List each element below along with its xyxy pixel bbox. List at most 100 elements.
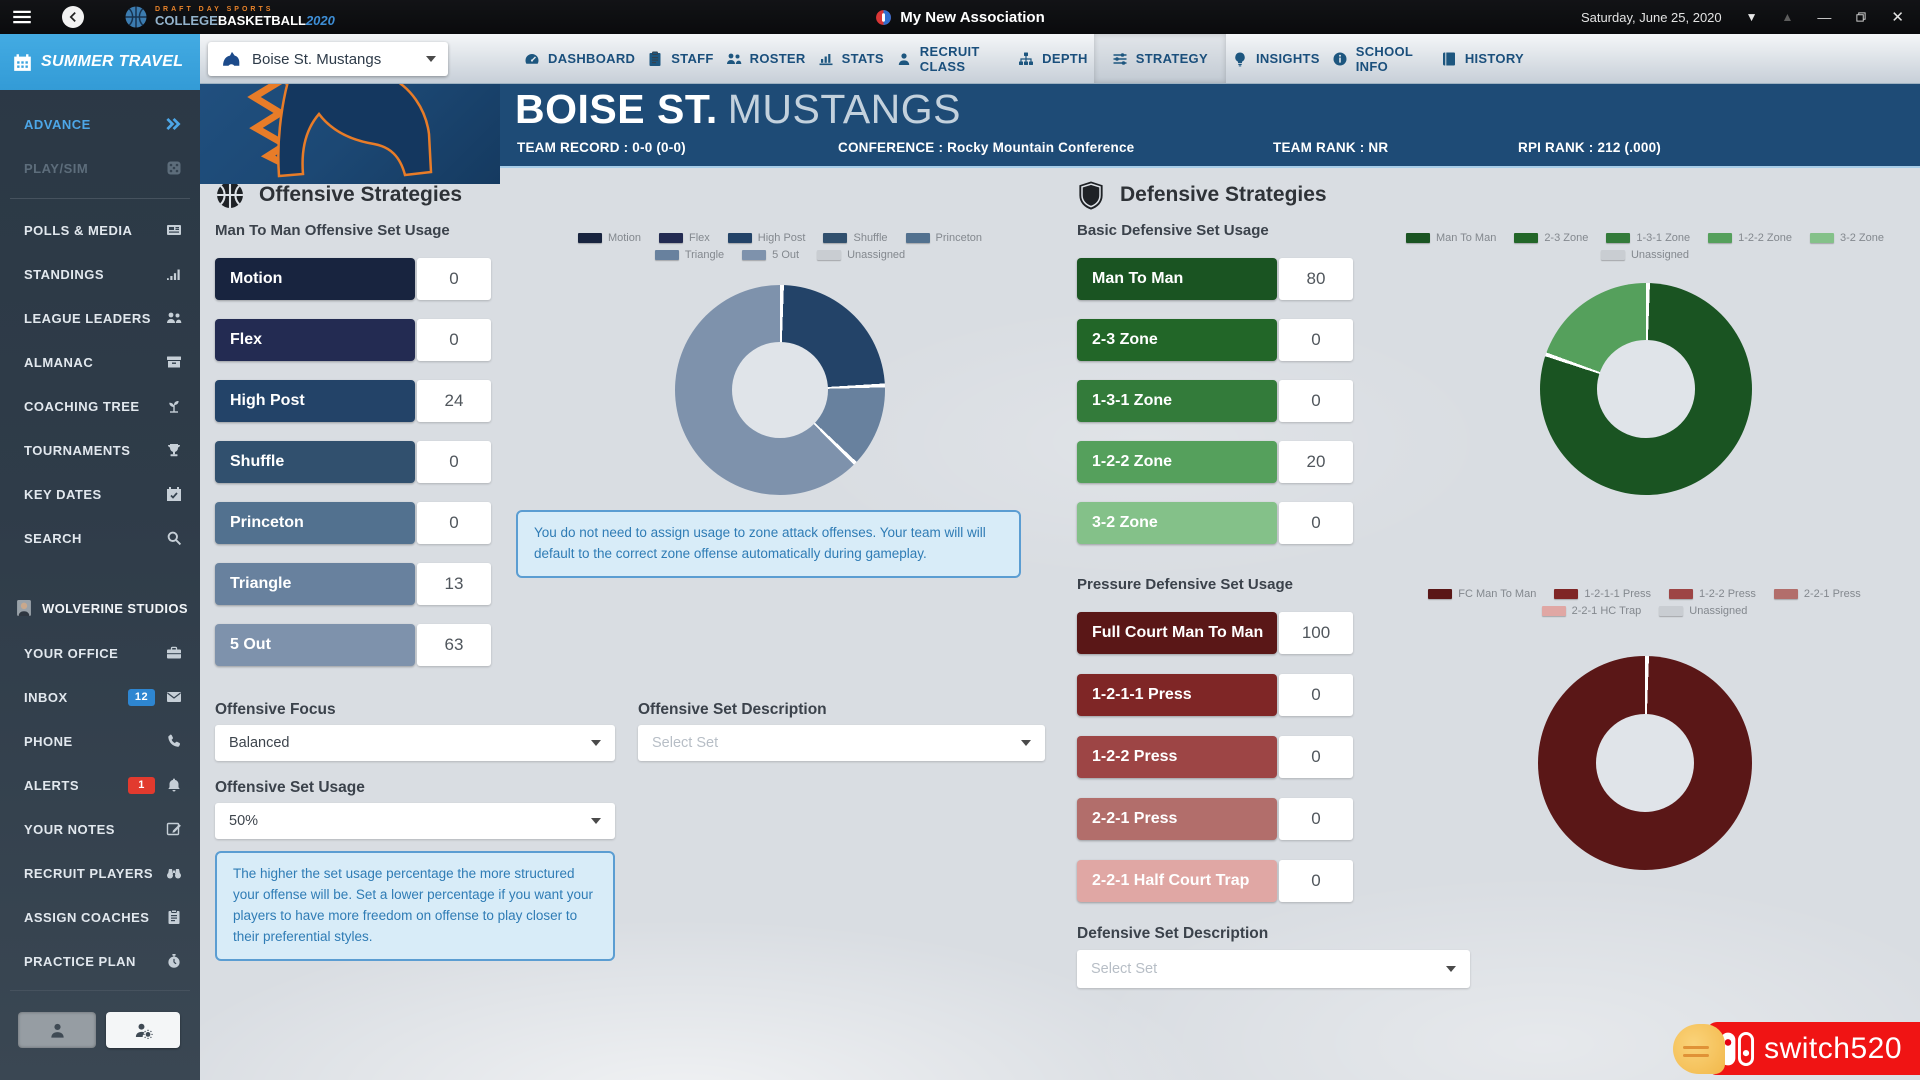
offense-5-out-button[interactable]: 5 Out: [215, 624, 415, 666]
sidebar-item-advance[interactable]: ADVANCE: [0, 102, 200, 146]
offense-triangle-value[interactable]: 13: [417, 563, 491, 605]
basic-defense-man-to-man-value[interactable]: 80: [1279, 258, 1353, 300]
basic-defense-1-2-2-zone-button[interactable]: 1-2-2 Zone: [1077, 441, 1277, 483]
paw-graphic: [1673, 1023, 1726, 1074]
pressure-defense-2-2-1-half-court-trap-button[interactable]: 2-2-1 Half Court Trap: [1077, 860, 1277, 902]
offense-5-out-value[interactable]: 63: [417, 624, 491, 666]
pressure-defense-1-2-1-1-press-button[interactable]: 1-2-1-1 Press: [1077, 674, 1277, 716]
hamburger-menu-icon[interactable]: [12, 7, 32, 27]
offensive-set-desc-dropdown[interactable]: Select Set: [638, 725, 1045, 761]
pressure-defense-full-court-man-to-man-button[interactable]: Full Court Man To Man: [1077, 612, 1277, 654]
offense-triangle-button[interactable]: Triangle: [215, 563, 415, 605]
sidebar-item-inbox[interactable]: INBOX 12: [0, 675, 200, 719]
legend-swatch: [1773, 589, 1798, 599]
sidebar-item-label: RECRUIT PLAYERS: [24, 865, 154, 881]
sidebar-item-standings[interactable]: STANDINGS: [0, 252, 200, 296]
offensive-set-desc-placeholder: Select Set: [652, 735, 719, 751]
restore-button[interactable]: [1855, 11, 1867, 23]
tab-depth[interactable]: DEPTH: [1012, 34, 1094, 83]
offense-set-rows: Motion 0 Flex 0 High Post 24 Shuffle 0 Princeton…: [215, 258, 491, 666]
sidebar-item-assign-coaches[interactable]: ASSIGN COACHES: [0, 895, 200, 939]
sidebar-item-league-leaders[interactable]: LEAGUE LEADERS: [0, 296, 200, 340]
caret-down-icon[interactable]: ▼: [1745, 10, 1758, 24]
coach-settings-button[interactable]: [106, 1012, 180, 1048]
sidebar-item-recruit-players[interactable]: RECRUIT PLAYERS: [0, 851, 200, 895]
pressure-defense-2-2-1-half-court-trap-value[interactable]: 0: [1279, 860, 1353, 902]
pressure-defense-1-2-1-1-press-value[interactable]: 0: [1279, 674, 1353, 716]
profile-button[interactable]: [18, 1012, 96, 1048]
defensive-set-desc-dropdown[interactable]: Select Set: [1077, 950, 1470, 988]
pressure-defense-2-2-1-press-button[interactable]: 2-2-1 Press: [1077, 798, 1277, 840]
offense-row-shuffle: Shuffle 0: [215, 441, 491, 483]
sidebar-item-practice-plan[interactable]: PRACTICE PLAN: [0, 939, 200, 983]
offense-princeton-value[interactable]: 0: [417, 502, 491, 544]
legend-item-1-2-2-zone: 1-2-2 Zone: [1708, 232, 1792, 244]
basic-defense-2-3-zone-button[interactable]: 2-3 Zone: [1077, 319, 1277, 361]
sidebar-item-coaching-tree[interactable]: COACHING TREE: [0, 384, 200, 428]
tab-recruit-class[interactable]: RECRUIT CLASS: [890, 34, 1012, 83]
sidebar-item-tournaments[interactable]: TOURNAMENTS: [0, 428, 200, 472]
offense-motion-value[interactable]: 0: [417, 258, 491, 300]
pressure-defense-1-2-2-press-value[interactable]: 0: [1279, 736, 1353, 778]
tab-dashboard[interactable]: DASHBOARD: [518, 34, 641, 83]
pressure-defense-full-court-man-to-man-value[interactable]: 100: [1279, 612, 1353, 654]
legend-swatch: [577, 233, 602, 243]
defense-section-title: Defensive Strategies: [1120, 183, 1327, 206]
sidebar-item-label: TOURNAMENTS: [24, 442, 131, 458]
basic-defense-3-2-zone-value[interactable]: 0: [1279, 502, 1353, 544]
chevron-down-icon: [426, 56, 436, 62]
basic-defense-3-2-zone-button[interactable]: 3-2 Zone: [1077, 502, 1277, 544]
basic-defense-1-2-2-zone-value[interactable]: 20: [1279, 441, 1353, 483]
offense-section-header: Offensive Strategies: [215, 180, 462, 210]
tab-insights[interactable]: INSIGHTS: [1226, 34, 1326, 83]
offense-high-post-value[interactable]: 24: [417, 380, 491, 422]
offensive-focus-dropdown[interactable]: Balanced: [215, 725, 615, 761]
sidebar-item-key-dates[interactable]: KEY DATES: [0, 472, 200, 516]
briefcase-icon: [166, 645, 182, 661]
sidebar-item-almanac[interactable]: ALMANAC: [0, 340, 200, 384]
tab-staff[interactable]: STAFF: [641, 34, 719, 83]
basic-defense-man-to-man-button[interactable]: Man To Man: [1077, 258, 1277, 300]
tab-strategy[interactable]: STRATEGY: [1093, 34, 1226, 83]
tab-school-info[interactable]: SCHOOL INFO: [1326, 34, 1435, 83]
caret-up-icon[interactable]: ▲: [1781, 10, 1794, 24]
basic-defense-1-3-1-zone-value[interactable]: 0: [1279, 380, 1353, 422]
team-selector[interactable]: Boise St. Mustangs: [208, 42, 448, 76]
offense-princeton-button[interactable]: Princeton: [215, 502, 415, 544]
offense-flex-button[interactable]: Flex: [215, 319, 415, 361]
team-conference: CONFERENCE : Rocky Mountain Conference: [838, 140, 1135, 155]
basic-defense-1-3-1-zone-button[interactable]: 1-3-1 Zone: [1077, 380, 1277, 422]
sidebar-footer: [0, 1012, 200, 1048]
clipboard-icon: [166, 909, 182, 925]
sidebar-user-row[interactable]: WOLVERINE STUDIOS: [0, 586, 200, 630]
sidebar-item-alerts[interactable]: ALERTS 1: [0, 763, 200, 807]
pressure-defense-1-2-2-press-button[interactable]: 1-2-2 Press: [1077, 736, 1277, 778]
alerts-badge: 1: [128, 776, 155, 794]
team-selector-value: Boise St. Mustangs: [252, 50, 382, 68]
sidebar-nav-list: POLLS & MEDIA STANDINGS LEAGUE LEADERS ALMA…: [0, 208, 200, 560]
close-button[interactable]: ✕: [1891, 9, 1904, 26]
legend-item-3-2-zone: 3-2 Zone: [1809, 232, 1884, 244]
pressure-defense-2-2-1-press-value[interactable]: 0: [1279, 798, 1353, 840]
sidebar-item-polls-media[interactable]: POLLS & MEDIA: [0, 208, 200, 252]
basic-defense-2-3-zone-value[interactable]: 0: [1279, 319, 1353, 361]
offense-shuffle-value[interactable]: 0: [417, 441, 491, 483]
tab-history[interactable]: HISTORY: [1435, 34, 1530, 83]
back-button[interactable]: [62, 6, 84, 28]
offense-high-post-button[interactable]: High Post: [215, 380, 415, 422]
sidebar-item-your-office[interactable]: YOUR OFFICE: [0, 631, 200, 675]
offense-flex-value[interactable]: 0: [417, 319, 491, 361]
offense-shuffle-button[interactable]: Shuffle: [215, 441, 415, 483]
sidebar-item-label: PLAY/SIM: [24, 160, 89, 176]
sidebar-item-phone[interactable]: PHONE: [0, 719, 200, 763]
tab-stats[interactable]: STATS: [812, 34, 890, 83]
watermark-box: switch520: [1707, 1022, 1920, 1075]
tab-roster[interactable]: ROSTER: [720, 34, 812, 83]
offense-motion-button[interactable]: Motion: [215, 258, 415, 300]
sidebar-item-search[interactable]: SEARCH: [0, 516, 200, 560]
sidebar-item-your-notes[interactable]: YOUR NOTES: [0, 807, 200, 851]
offense-row-motion: Motion 0: [215, 258, 491, 300]
sidebar-item-label: ASSIGN COACHES: [24, 909, 150, 925]
offensive-set-usage-dropdown[interactable]: 50%: [215, 803, 615, 839]
minimize-button[interactable]: —: [1817, 9, 1832, 25]
